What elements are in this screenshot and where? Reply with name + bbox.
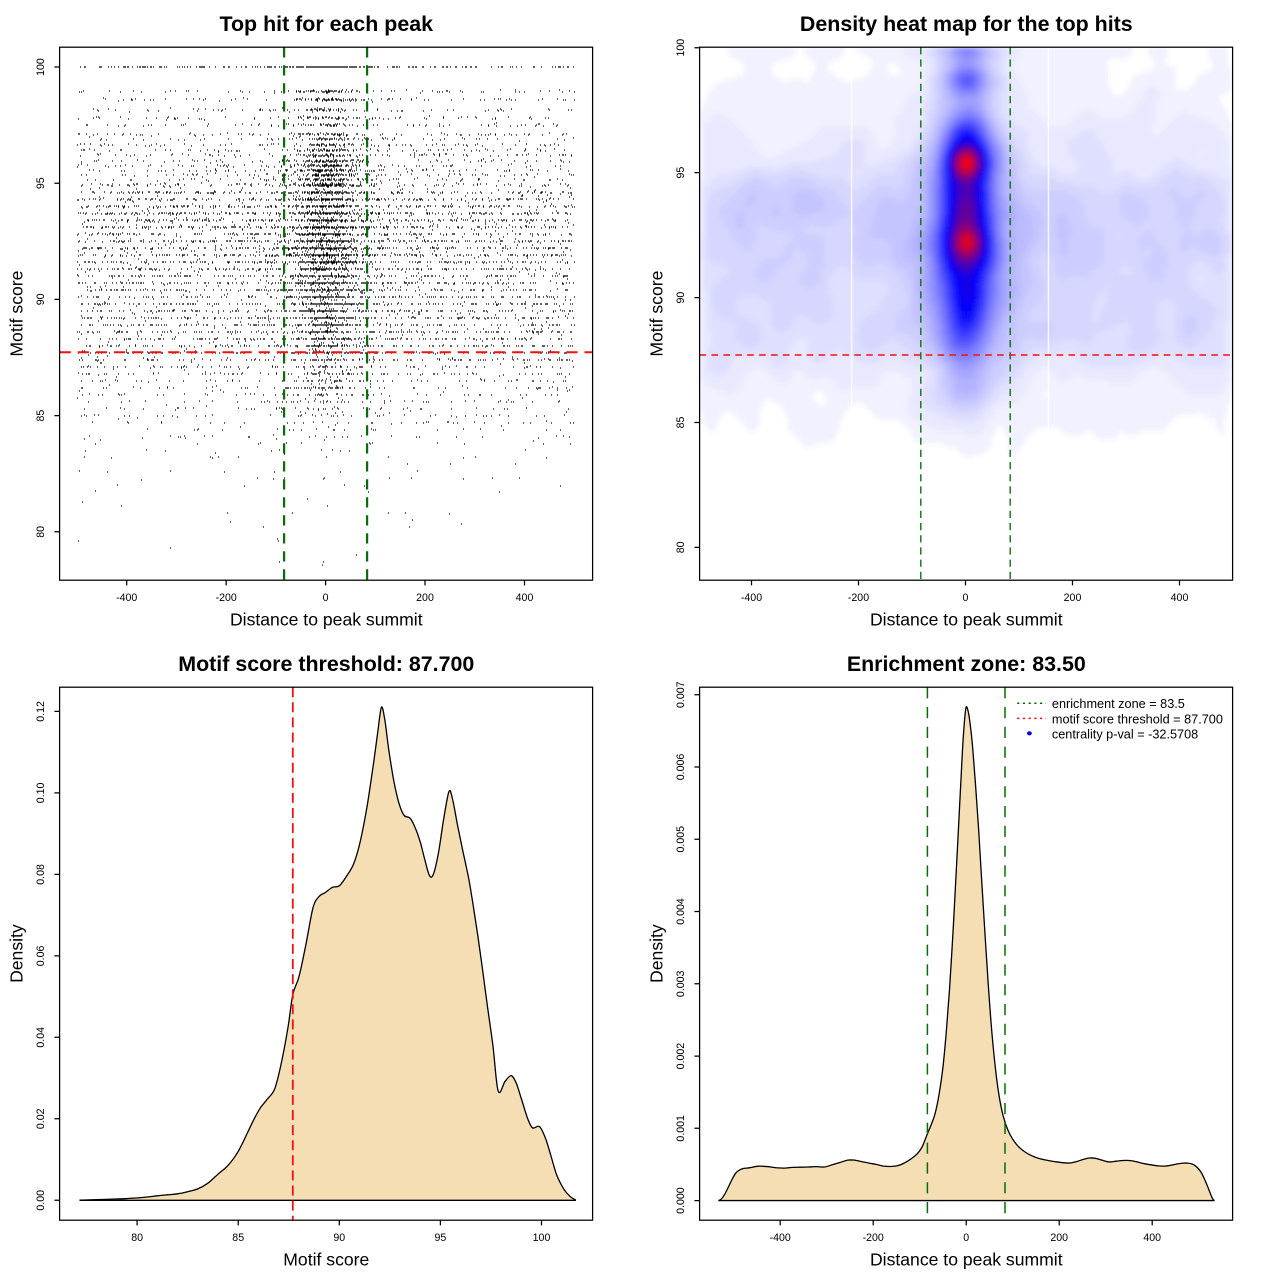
svg-text:Distance to peak summit: Distance to peak summit xyxy=(870,1250,1063,1270)
svg-text:200: 200 xyxy=(416,592,434,604)
svg-text:100: 100 xyxy=(533,1232,551,1244)
svg-text:85: 85 xyxy=(232,1232,244,1244)
svg-text:0: 0 xyxy=(963,1232,969,1244)
svg-text:0.12: 0.12 xyxy=(35,701,47,722)
svg-text:80: 80 xyxy=(675,541,687,553)
svg-text:0.02: 0.02 xyxy=(35,1108,47,1129)
svg-text:Motif score threshold: 87.700: Motif score threshold: 87.700 xyxy=(178,652,474,676)
svg-text:-400: -400 xyxy=(770,1232,791,1244)
svg-text:0.000: 0.000 xyxy=(675,1187,687,1214)
svg-text:90: 90 xyxy=(675,292,687,304)
svg-text:400: 400 xyxy=(1143,1232,1161,1244)
svg-text:100: 100 xyxy=(675,39,687,57)
svg-text:0.001: 0.001 xyxy=(675,1115,687,1142)
svg-text:Density heat map for the top h: Density heat map for the top hits xyxy=(800,12,1133,36)
svg-text:Density: Density xyxy=(7,924,27,983)
svg-text:90: 90 xyxy=(35,293,47,305)
svg-text:-200: -200 xyxy=(216,592,237,604)
svg-text:-200: -200 xyxy=(848,592,869,604)
svg-text:200: 200 xyxy=(1050,1232,1068,1244)
svg-text:-200: -200 xyxy=(863,1232,884,1244)
svg-text:0: 0 xyxy=(963,592,969,604)
svg-text:400: 400 xyxy=(516,592,534,604)
svg-text:95: 95 xyxy=(435,1232,447,1244)
svg-text:Density: Density xyxy=(647,924,667,983)
svg-text:0.10: 0.10 xyxy=(35,782,47,803)
svg-text:85: 85 xyxy=(35,410,47,422)
svg-text:enrichment zone = 83.5: enrichment zone = 83.5 xyxy=(1052,697,1185,711)
svg-text:400: 400 xyxy=(1171,592,1189,604)
svg-text:95: 95 xyxy=(35,177,47,189)
svg-text:0: 0 xyxy=(323,592,329,604)
svg-text:85: 85 xyxy=(675,417,687,429)
svg-text:80: 80 xyxy=(131,1232,143,1244)
svg-text:200: 200 xyxy=(1064,592,1082,604)
svg-text:Top hit for each peak: Top hit for each peak xyxy=(220,12,434,36)
svg-text:Distance to peak summit: Distance to peak summit xyxy=(870,610,1063,630)
svg-text:motif score threshold = 87.700: motif score threshold = 87.700 xyxy=(1052,712,1223,726)
svg-text:centrality p-val = -32.5708: centrality p-val = -32.5708 xyxy=(1052,728,1198,742)
svg-text:80: 80 xyxy=(35,526,47,538)
svg-text:Distance to peak summit: Distance to peak summit xyxy=(230,610,423,630)
svg-text:95: 95 xyxy=(675,167,687,179)
svg-text:0.004: 0.004 xyxy=(675,898,687,925)
svg-text:0.06: 0.06 xyxy=(35,945,47,966)
svg-text:0.00: 0.00 xyxy=(35,1190,47,1211)
svg-text:-400: -400 xyxy=(741,592,762,604)
svg-text:Motif score: Motif score xyxy=(283,1250,369,1270)
svg-text:0.007: 0.007 xyxy=(675,681,687,708)
svg-text:0.006: 0.006 xyxy=(675,754,687,781)
svg-text:0.04: 0.04 xyxy=(35,1027,47,1048)
svg-text:Enrichment zone: 83.50: Enrichment zone: 83.50 xyxy=(847,652,1086,676)
svg-text:100: 100 xyxy=(35,58,47,76)
svg-text:Motif score: Motif score xyxy=(647,271,667,357)
svg-text:0.08: 0.08 xyxy=(35,864,47,885)
svg-text:0.003: 0.003 xyxy=(675,970,687,997)
svg-text:Motif score: Motif score xyxy=(7,271,27,357)
svg-text:90: 90 xyxy=(333,1232,345,1244)
svg-text:0.002: 0.002 xyxy=(675,1043,687,1070)
svg-text:0.005: 0.005 xyxy=(675,826,687,853)
svg-text:-400: -400 xyxy=(116,592,137,604)
